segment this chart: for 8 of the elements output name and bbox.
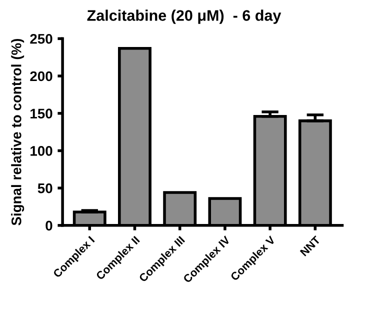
y-tick-label: 100: [30, 146, 52, 156]
y-tick-label: 150: [30, 108, 52, 119]
y-tick-label: 250: [30, 34, 52, 44]
y-tick-label: 50: [38, 183, 52, 194]
y-axis-title: Signal relative to control (%): [11, 38, 24, 226]
y-tick-label: 0: [46, 220, 52, 231]
chart-title: Zalcitabine (20 μM) - 6 day: [87, 10, 282, 24]
y-tick-label: 200: [30, 71, 52, 82]
